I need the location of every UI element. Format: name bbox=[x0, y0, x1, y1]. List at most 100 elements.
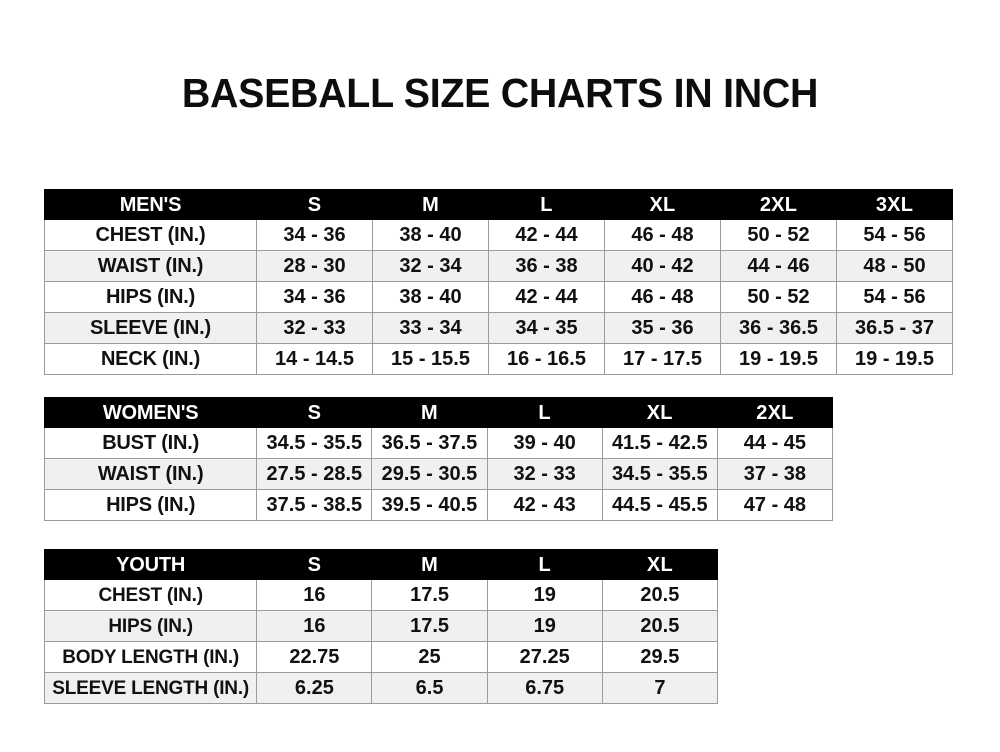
mens-chest-l: 42 - 44 bbox=[488, 219, 605, 251]
youth-col-l: L bbox=[486, 549, 603, 580]
table-row: WAIST (IN.) 27.5 - 28.5 29.5 - 30.5 32 -… bbox=[43, 458, 834, 490]
mens-neck-l: 16 - 16.5 bbox=[488, 343, 605, 375]
mens-col-xl: XL bbox=[604, 189, 721, 220]
youth-row-label-chest: CHEST (IN.) bbox=[43, 579, 258, 611]
mens-hips-s: 34 - 36 bbox=[256, 281, 373, 313]
mens-row-label-sleeve: SLEEVE (IN.) bbox=[44, 312, 257, 344]
womens-bust-m: 36.5 - 37.5 bbox=[371, 427, 488, 459]
youth-body-length-l: 27.25 bbox=[486, 641, 603, 673]
womens-row-label-bust: BUST (IN.) bbox=[43, 427, 258, 459]
youth-body-length-xl: 29.5 bbox=[601, 641, 719, 673]
mens-waist-2xl: 44 - 46 bbox=[720, 250, 837, 282]
youth-chest-m: 17.5 bbox=[371, 579, 488, 611]
youth-chest-s: 16 bbox=[256, 579, 373, 611]
table-row: CHEST (IN.) 34 - 36 38 - 40 42 - 44 46 -… bbox=[44, 219, 953, 251]
table-header-row: YOUTH S M L XL bbox=[43, 549, 719, 580]
womens-hips-2xl: 47 - 48 bbox=[716, 489, 834, 521]
womens-bust-s: 34.5 - 35.5 bbox=[256, 427, 373, 459]
womens-col-2xl: 2XL bbox=[716, 397, 834, 428]
youth-col-m: M bbox=[371, 549, 488, 580]
youth-hips-l: 19 bbox=[486, 610, 603, 642]
table-row: SLEEVE LENGTH (IN.) 6.25 6.5 6.75 7 bbox=[43, 672, 719, 704]
mens-sleeve-m: 33 - 34 bbox=[372, 312, 489, 344]
mens-chest-m: 38 - 40 bbox=[372, 219, 489, 251]
womens-hips-m: 39.5 - 40.5 bbox=[371, 489, 488, 521]
mens-chest-3xl: 54 - 56 bbox=[836, 219, 953, 251]
youth-sleeve-length-l: 6.75 bbox=[486, 672, 603, 704]
mens-waist-s: 28 - 30 bbox=[256, 250, 373, 282]
table-header-row: WOMEN'S S M L XL 2XL bbox=[43, 397, 834, 428]
table-row: SLEEVE (IN.) 32 - 33 33 - 34 34 - 35 35 … bbox=[44, 312, 953, 344]
mens-waist-l: 36 - 38 bbox=[488, 250, 605, 282]
mens-sleeve-l: 34 - 35 bbox=[488, 312, 605, 344]
youth-col-xl: XL bbox=[601, 549, 719, 580]
youth-body-length-s: 22.75 bbox=[256, 641, 373, 673]
mens-hips-2xl: 50 - 52 bbox=[720, 281, 837, 313]
womens-col-xl: XL bbox=[601, 397, 718, 428]
youth-row-label-body-length: BODY LENGTH (IN.) bbox=[43, 641, 258, 673]
mens-waist-m: 32 - 34 bbox=[372, 250, 489, 282]
mens-col-s: S bbox=[256, 189, 373, 220]
mens-col-m: M bbox=[372, 189, 489, 220]
table-row: HIPS (IN.) 34 - 36 38 - 40 42 - 44 46 - … bbox=[44, 281, 953, 313]
table-row: CHEST (IN.) 16 17.5 19 20.5 bbox=[43, 579, 719, 611]
womens-row-label-waist: WAIST (IN.) bbox=[43, 458, 258, 490]
page-title: BASEBALL SIZE CHARTS IN INCH bbox=[181, 70, 819, 116]
womens-hips-s: 37.5 - 38.5 bbox=[256, 489, 373, 521]
mens-sleeve-3xl: 36.5 - 37 bbox=[836, 312, 953, 344]
mens-waist-3xl: 48 - 50 bbox=[836, 250, 953, 282]
table-row: HIPS (IN.) 37.5 - 38.5 39.5 - 40.5 42 - … bbox=[43, 489, 834, 521]
womens-bust-l: 39 - 40 bbox=[486, 427, 603, 459]
table-row: BODY LENGTH (IN.) 22.75 25 27.25 29.5 bbox=[43, 641, 719, 673]
womens-waist-xl: 34.5 - 35.5 bbox=[601, 458, 718, 490]
youth-sleeve-length-m: 6.5 bbox=[371, 672, 488, 704]
youth-size-table: YOUTH S M L XL CHEST (IN.) 16 17.5 19 20… bbox=[43, 549, 719, 704]
womens-waist-s: 27.5 - 28.5 bbox=[256, 458, 373, 490]
womens-hips-l: 42 - 43 bbox=[486, 489, 603, 521]
womens-corner-label: WOMEN'S bbox=[43, 397, 258, 428]
mens-neck-xl: 17 - 17.5 bbox=[604, 343, 721, 375]
youth-sleeve-length-s: 6.25 bbox=[256, 672, 373, 704]
table-row: HIPS (IN.) 16 17.5 19 20.5 bbox=[43, 610, 719, 642]
mens-hips-m: 38 - 40 bbox=[372, 281, 489, 313]
youth-col-s: S bbox=[256, 549, 373, 580]
mens-neck-m: 15 - 15.5 bbox=[372, 343, 489, 375]
youth-sleeve-length-xl: 7 bbox=[601, 672, 719, 704]
womens-size-table: WOMEN'S S M L XL 2XL BUST (IN.) 34.5 - 3… bbox=[43, 397, 834, 521]
mens-row-label-neck: NECK (IN.) bbox=[44, 343, 257, 375]
womens-bust-2xl: 44 - 45 bbox=[716, 427, 834, 459]
youth-chest-l: 19 bbox=[486, 579, 603, 611]
womens-col-l: L bbox=[486, 397, 603, 428]
mens-waist-xl: 40 - 42 bbox=[604, 250, 721, 282]
mens-row-label-waist: WAIST (IN.) bbox=[44, 250, 257, 282]
womens-waist-m: 29.5 - 30.5 bbox=[371, 458, 488, 490]
womens-row-label-hips: HIPS (IN.) bbox=[43, 489, 258, 521]
mens-neck-s: 14 - 14.5 bbox=[256, 343, 373, 375]
mens-hips-3xl: 54 - 56 bbox=[836, 281, 953, 313]
mens-hips-l: 42 - 44 bbox=[488, 281, 605, 313]
youth-corner-label: YOUTH bbox=[43, 549, 258, 580]
table-header-row: MEN'S S M L XL 2XL 3XL bbox=[44, 189, 953, 220]
table-row: WAIST (IN.) 28 - 30 32 - 34 36 - 38 40 -… bbox=[44, 250, 953, 282]
mens-corner-label: MEN'S bbox=[44, 189, 257, 220]
youth-hips-s: 16 bbox=[256, 610, 373, 642]
youth-row-label-hips: HIPS (IN.) bbox=[43, 610, 258, 642]
mens-sleeve-2xl: 36 - 36.5 bbox=[720, 312, 837, 344]
mens-col-3xl: 3XL bbox=[836, 189, 953, 220]
mens-chest-xl: 46 - 48 bbox=[604, 219, 721, 251]
mens-size-table: MEN'S S M L XL 2XL 3XL CHEST (IN.) 34 - … bbox=[44, 189, 953, 375]
youth-body-length-m: 25 bbox=[371, 641, 488, 673]
mens-row-label-hips: HIPS (IN.) bbox=[44, 281, 257, 313]
mens-hips-xl: 46 - 48 bbox=[604, 281, 721, 313]
mens-sleeve-s: 32 - 33 bbox=[256, 312, 373, 344]
womens-col-s: S bbox=[256, 397, 373, 428]
womens-waist-l: 32 - 33 bbox=[486, 458, 603, 490]
womens-waist-2xl: 37 - 38 bbox=[716, 458, 834, 490]
womens-hips-xl: 44.5 - 45.5 bbox=[601, 489, 718, 521]
youth-chest-xl: 20.5 bbox=[601, 579, 719, 611]
mens-neck-2xl: 19 - 19.5 bbox=[720, 343, 837, 375]
mens-row-label-chest: CHEST (IN.) bbox=[44, 219, 257, 251]
womens-col-m: M bbox=[371, 397, 488, 428]
table-row: BUST (IN.) 34.5 - 35.5 36.5 - 37.5 39 - … bbox=[43, 427, 834, 459]
youth-row-label-sleeve-length: SLEEVE LENGTH (IN.) bbox=[43, 672, 258, 704]
